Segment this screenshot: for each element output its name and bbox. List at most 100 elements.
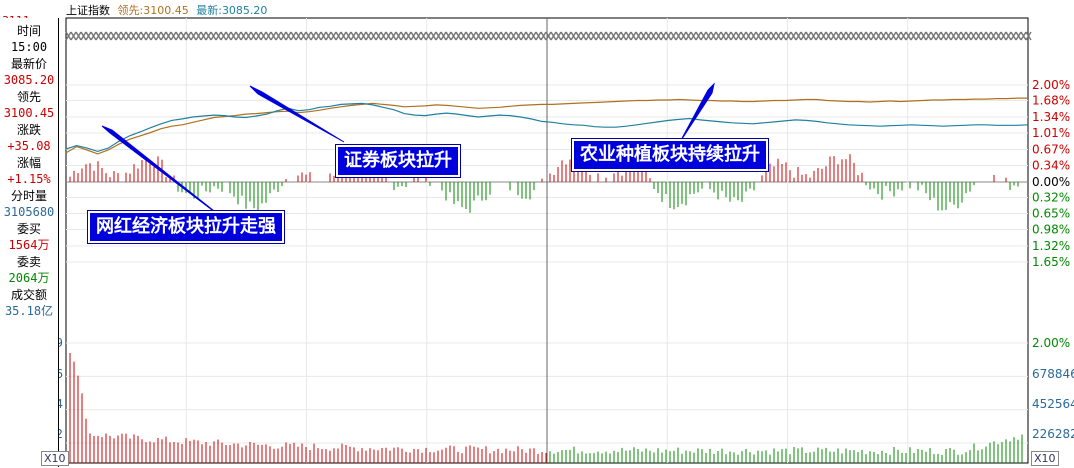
hatch-mark (405, 31, 412, 41)
volume-axis-right-tick: 452564 (1032, 397, 1074, 411)
hatch-mark (1015, 31, 1022, 41)
chart-header: 上证指数 领先:3100.45 最新:3085.20 (66, 2, 267, 18)
hatch-mark (500, 31, 507, 41)
price-axis-tick: 1.34% (1032, 110, 1070, 124)
hatch-mark (555, 31, 562, 41)
hatch-mark (930, 31, 937, 41)
hatch-mark (395, 31, 402, 41)
hatch-mark (995, 31, 1002, 41)
hatch-mark (740, 31, 747, 41)
hatch-mark (75, 31, 82, 41)
hatch-mark (980, 31, 987, 41)
price-axis-tick: 1.68% (1032, 94, 1070, 108)
callout-securities: 证券板块拉升 (335, 144, 461, 178)
zoom-x10-left[interactable]: X10 (41, 451, 69, 466)
hatch-mark (325, 31, 332, 41)
hatch-mark (515, 31, 522, 41)
hatch-mark (660, 31, 667, 41)
hatch-mark (710, 31, 717, 41)
hatch-mark (820, 31, 827, 41)
hatch-mark (970, 31, 977, 41)
ask-label: 委卖 (16, 255, 41, 269)
hatch-mark (925, 31, 932, 41)
hatch-mark (910, 31, 917, 41)
hatch-mark (620, 31, 627, 41)
hatch-mark (465, 31, 472, 41)
hatch-mark (825, 31, 832, 41)
hatch-mark (185, 31, 192, 41)
lead-value: 3100.45 (143, 4, 189, 17)
hatch-mark (645, 31, 652, 41)
grid-lines (65, 17, 1032, 464)
zoom-x10-right[interactable]: X10 (1031, 451, 1059, 466)
hatch-mark (125, 31, 132, 41)
hatch-mark (870, 31, 877, 41)
hatch-mark (700, 31, 707, 41)
hatch-mark (985, 31, 992, 41)
minvol-label: 分时量 (10, 189, 47, 203)
hatch-mark (965, 31, 972, 41)
hatch-mark (1020, 31, 1027, 41)
hatch-mark (370, 31, 377, 41)
lead-price-value: 3100.45 (3, 106, 55, 120)
hatch-mark (345, 31, 352, 41)
bid-label: 委买 (16, 222, 41, 236)
hatch-mark (420, 31, 427, 41)
hatch-mark (120, 31, 127, 41)
hatch-mark (400, 31, 407, 41)
hatch-mark (170, 31, 177, 41)
hatch-mark (365, 31, 372, 41)
arrow-3 (679, 82, 715, 143)
lead-label: 领先: (117, 4, 144, 17)
hatch-mark (840, 31, 847, 41)
info-sidebar: 时间 15:00 最新价 3085.20 领先 3100.45 涨跌 +35.0… (0, 18, 59, 467)
hatch-mark (310, 31, 317, 41)
hatch-mark (745, 31, 752, 41)
latest-value: 3085.20 (221, 4, 268, 17)
arrow-2 (249, 85, 345, 143)
hatch-mark (530, 31, 537, 41)
hatch-mark (765, 31, 772, 41)
hatch-mark (140, 31, 147, 41)
hatch-mark (85, 31, 92, 41)
hatch-mark (415, 31, 422, 41)
hatch-mark (200, 31, 207, 41)
hatch-mark (150, 31, 157, 41)
hatch-mark (550, 31, 557, 41)
hatch-mark (770, 31, 777, 41)
callout-internet-celebrity: 网红经济板块拉升走强 (87, 210, 285, 244)
hatch-mark (570, 31, 577, 41)
hatch-mark (680, 31, 687, 41)
hatch-mark (350, 31, 357, 41)
minvol-value: 3105680 (3, 205, 55, 219)
callout-arrows (101, 82, 715, 223)
hatch-mark (540, 31, 547, 41)
price-axis-tick: 2.00% (1032, 78, 1070, 92)
hatch-mark (590, 31, 597, 41)
hatch-mark (115, 31, 122, 41)
hatch-mark (255, 31, 262, 41)
hatch-mark (490, 31, 497, 41)
hatch-mark (130, 31, 137, 41)
price-axis-tick: 0.67% (1032, 143, 1070, 157)
hatch-mark (495, 31, 502, 41)
hatch-mark (605, 31, 612, 41)
hatch-mark (800, 31, 807, 41)
lead-price-label: 领先 (16, 90, 41, 104)
index-title: 上证指数 (66, 4, 110, 17)
hatch-mark (845, 31, 852, 41)
hatch-mark (100, 31, 107, 41)
hatch-mark (630, 31, 637, 41)
hatch-mark (410, 31, 417, 41)
hatch-mark (450, 31, 457, 41)
hatch-mark (385, 31, 392, 41)
hatch-mark (290, 31, 297, 41)
hatch-mark (335, 31, 342, 41)
hatch-mark (905, 31, 912, 41)
hatch-mark (600, 31, 607, 41)
hatch-mark (950, 31, 957, 41)
hatch-mark (855, 31, 862, 41)
hatch-mark (90, 31, 97, 41)
volume-axis-right-tick: 2.00% (1032, 336, 1070, 350)
hatch-mark (990, 31, 997, 41)
